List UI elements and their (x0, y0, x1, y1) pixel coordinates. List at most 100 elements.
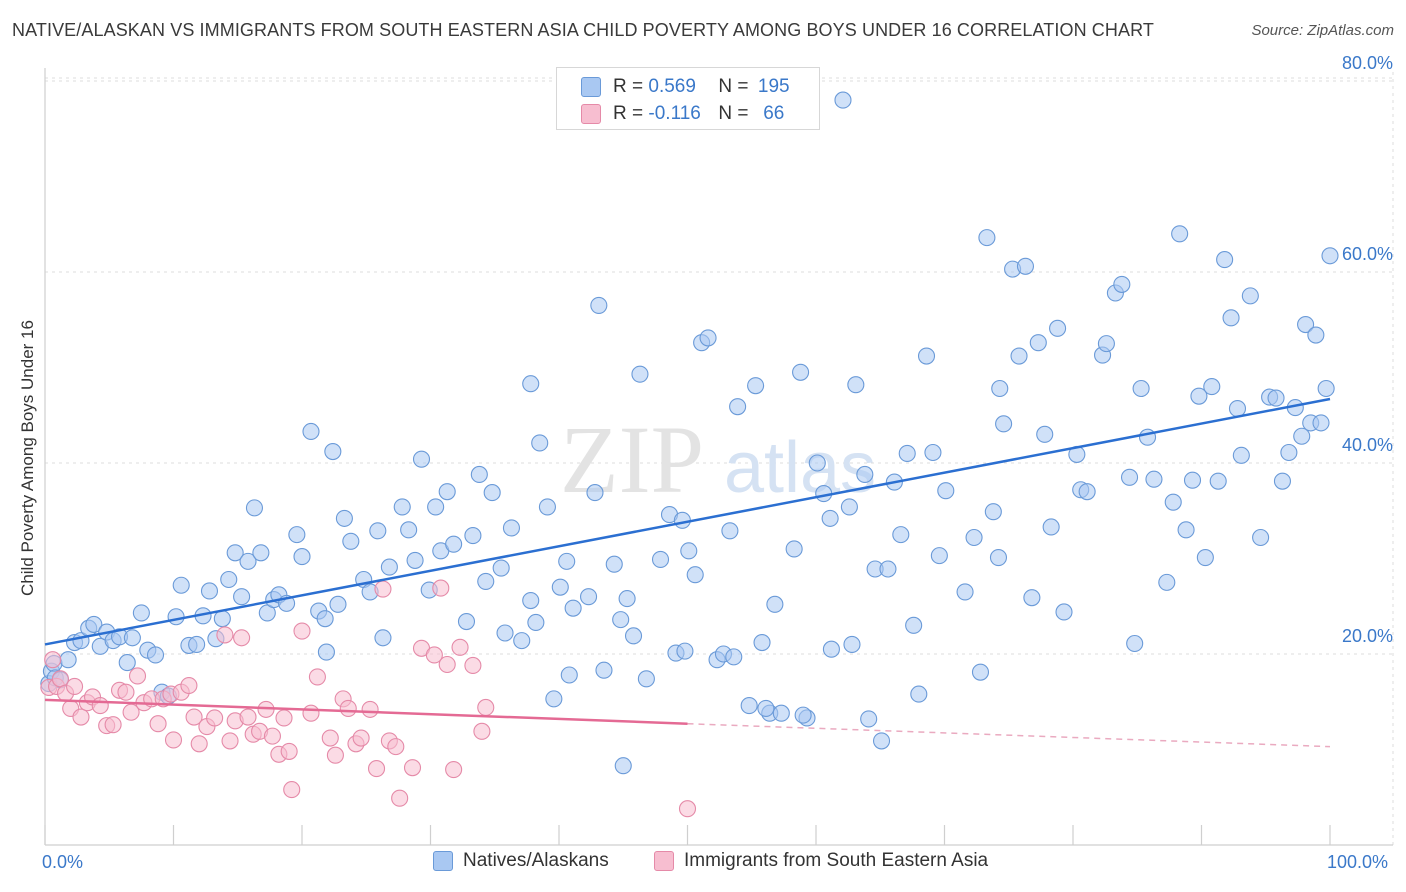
point-natives (1164, 493, 1182, 511)
point-natives (172, 576, 190, 594)
point-natives (595, 661, 613, 679)
point-natives (1203, 378, 1221, 396)
point-natives (564, 599, 582, 617)
point-natives (1036, 425, 1054, 443)
point-immigrants (117, 683, 135, 701)
point-natives (1158, 573, 1176, 591)
point-immigrants (263, 727, 281, 745)
point-natives (393, 498, 411, 516)
point-natives (1273, 472, 1292, 490)
point-immigrants (206, 709, 224, 727)
point-natives (1177, 521, 1195, 539)
point-natives (492, 559, 510, 577)
point-immigrants (678, 800, 697, 818)
point-natives (1183, 471, 1202, 489)
point-natives (59, 651, 77, 669)
point-natives (470, 465, 488, 484)
legend-item-immigrants: Immigrants from South Eastern Asia (654, 850, 988, 872)
point-natives (624, 627, 643, 645)
point-natives (85, 615, 103, 633)
point-natives (1113, 275, 1131, 293)
point-natives (898, 444, 916, 463)
point-natives (1023, 589, 1041, 607)
point-natives (971, 663, 990, 681)
legend-n-value: 66 (763, 103, 785, 124)
point-natives (856, 465, 874, 484)
point-natives (937, 482, 955, 500)
point-natives (477, 572, 495, 590)
point-immigrants (216, 626, 234, 644)
point-natives (464, 527, 482, 545)
point-natives (747, 377, 765, 395)
point-natives (1171, 225, 1189, 243)
point-natives (188, 635, 206, 654)
watermark-atlas: atlas (724, 428, 876, 508)
point-natives (910, 685, 928, 703)
point-immigrants (391, 789, 409, 807)
point-immigrants (473, 722, 491, 740)
point-natives (1321, 247, 1339, 265)
point-natives (531, 434, 549, 452)
point-natives (427, 498, 445, 516)
point-natives (991, 379, 1009, 398)
point-natives (369, 522, 387, 540)
point-immigrants (280, 742, 298, 760)
point-natives (245, 499, 264, 517)
point-natives (220, 570, 238, 589)
point-immigrants (233, 629, 251, 647)
point-immigrants (221, 732, 239, 750)
point-immigrants (275, 709, 293, 727)
trend-line-immigrants (44, 698, 688, 725)
point-immigrants (326, 746, 344, 764)
point-natives (513, 632, 531, 650)
point-immigrants (438, 655, 456, 674)
point-natives (522, 375, 540, 393)
legend-r-label: R = (613, 76, 644, 97)
point-natives (590, 296, 608, 314)
point-natives (984, 503, 1002, 521)
legend-r-value: -0.116 (648, 103, 701, 124)
point-natives (699, 329, 717, 347)
point-natives (1267, 389, 1285, 407)
point-natives (239, 552, 257, 570)
point-natives (1029, 334, 1047, 352)
point-natives (213, 610, 231, 628)
point-immigrants (339, 699, 357, 717)
point-immigrants (464, 656, 482, 675)
point-natives (1232, 446, 1250, 464)
point-natives (905, 616, 923, 634)
point-natives (843, 635, 861, 654)
point-natives (406, 551, 424, 569)
point-immigrants (445, 761, 463, 779)
legend-n-value: 195 (757, 76, 790, 97)
point-natives (879, 560, 897, 578)
point-natives (637, 670, 655, 688)
legend-row-natives: R = 0.569 N = 195 (581, 75, 794, 99)
point-natives (618, 590, 636, 608)
point-natives (1126, 634, 1144, 653)
y-tick-labels: 20.0% 40.0% 60.0% 80.0% (1342, 53, 1393, 646)
point-immigrants (149, 715, 167, 733)
point-natives (680, 542, 698, 560)
point-immigrants (91, 697, 109, 715)
legend-swatch-immigrants (581, 104, 601, 124)
point-natives (551, 578, 569, 596)
point-natives (558, 552, 576, 570)
point-natives (989, 548, 1008, 567)
point-natives (872, 732, 891, 750)
point-natives (317, 643, 335, 661)
point-natives (917, 347, 936, 365)
point-natives (335, 509, 353, 527)
legend-label-immigrants: Immigrants from South Eastern Asia (684, 850, 989, 871)
point-natives (785, 540, 803, 558)
point-immigrants (308, 668, 326, 686)
point-natives (329, 595, 347, 613)
point-natives (631, 365, 649, 383)
point-natives (1097, 335, 1115, 353)
point-natives (1078, 483, 1096, 501)
trend-line-immigrants-extrapolated (687, 722, 1331, 748)
point-immigrants (432, 579, 450, 597)
point-natives (522, 591, 540, 610)
point-natives (822, 640, 840, 658)
